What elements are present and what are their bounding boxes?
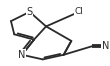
Text: N: N (102, 41, 109, 51)
Text: S: S (27, 7, 33, 17)
Text: Cl: Cl (75, 7, 83, 16)
Text: N: N (18, 50, 26, 60)
